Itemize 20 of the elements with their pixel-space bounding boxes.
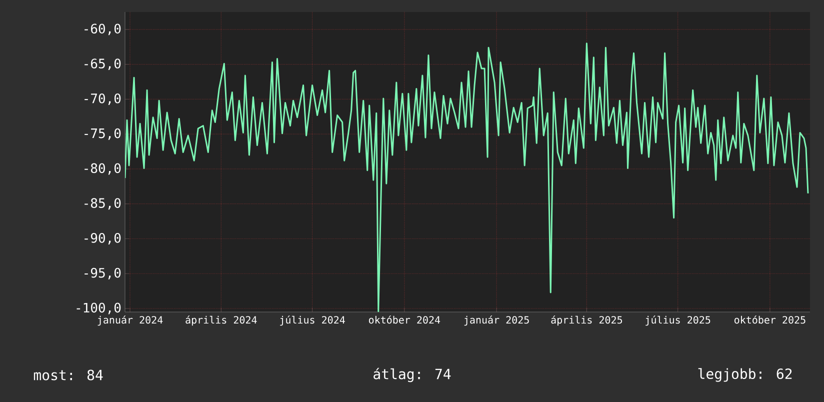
y-tick-label: -60,0 [84,24,121,36]
x-tick-label: október 2024 [368,316,440,324]
x-tick-label: április 2024 [186,316,257,326]
y-tick-label: -85,0 [84,198,121,210]
x-tick-label: január 2025 [464,316,529,326]
text: legjobb: 62 [698,368,792,382]
x-tick-label: október 2025 [734,316,806,324]
y-tick-label: -70,0 [84,93,121,105]
y-tick-label: -100,0 [76,302,121,314]
x-tick-label: július 2025 [646,316,710,326]
x-tick-label: április 2025 [551,316,622,326]
y-tick-label: -65,0 [84,58,121,70]
y-tick-label: -95,0 [84,268,121,280]
x-tick-label: január 2024 [98,316,163,326]
y-tick-label: -80,0 [84,163,121,175]
text: most: 84 [34,370,103,380]
y-tick-label: -90,0 [84,233,121,244]
x-tick-label: július 2024 [280,316,345,326]
y-tick-label: -75,0 [84,128,121,140]
text: átlag: 74 [374,368,451,382]
